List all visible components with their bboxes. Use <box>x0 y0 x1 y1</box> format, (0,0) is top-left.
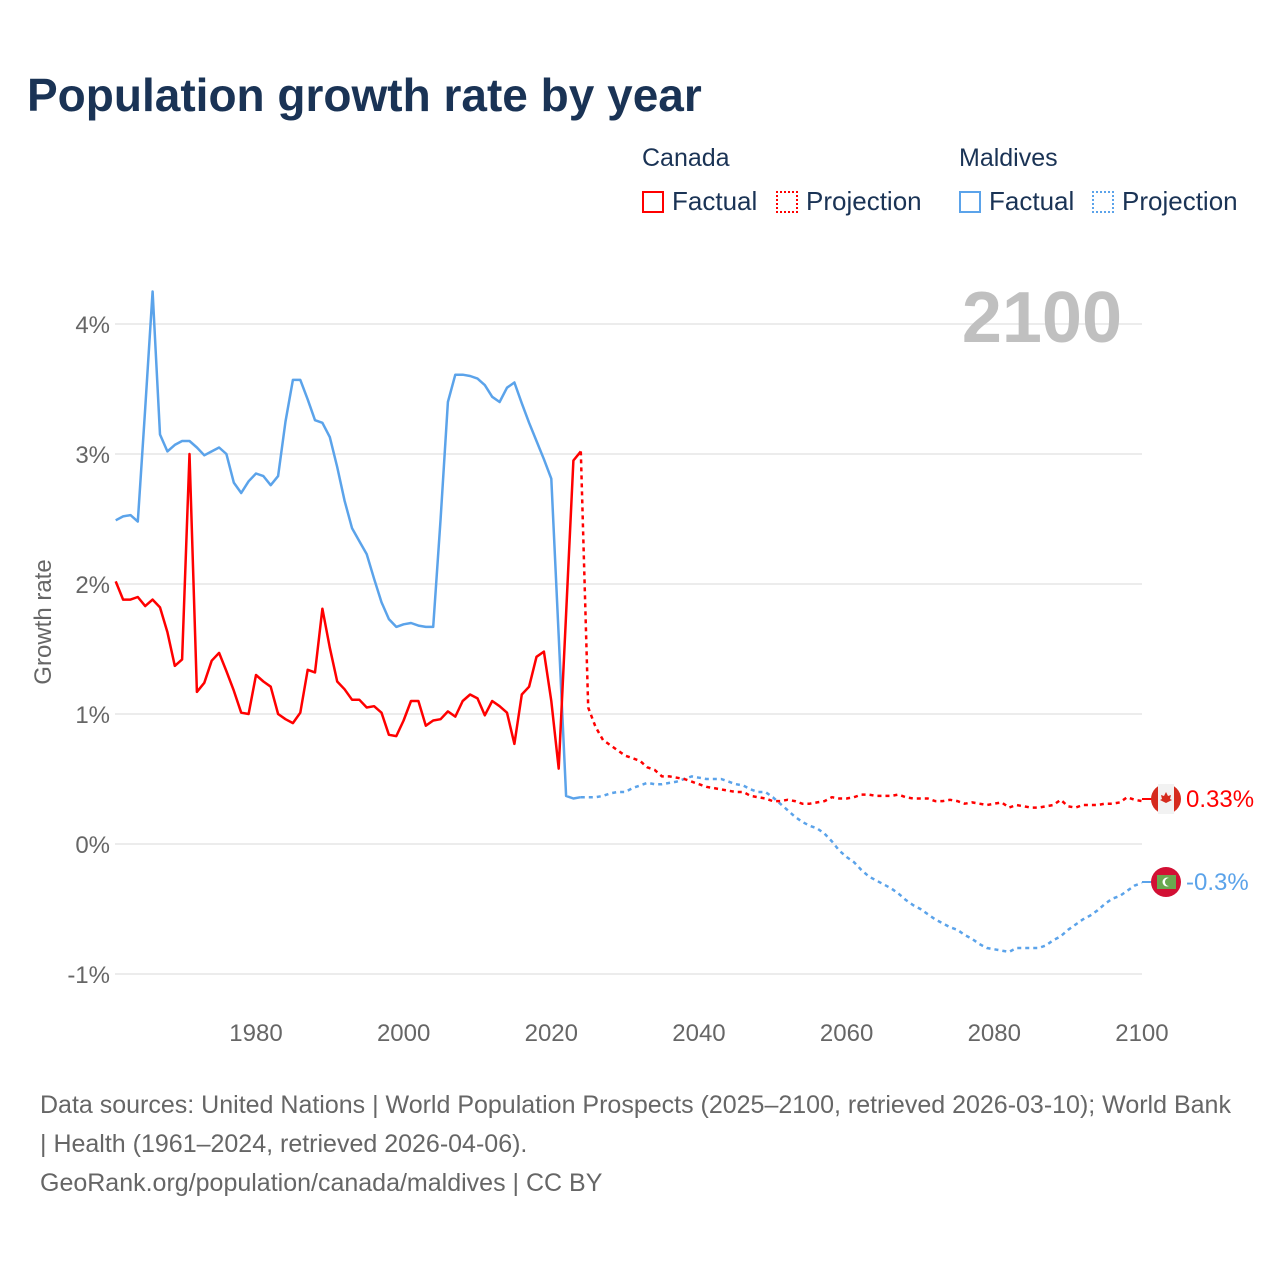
legend-label: Factual <box>672 186 758 216</box>
x-tick-label: 1980 <box>229 1020 282 1047</box>
legend-group-canada: Canada <box>642 144 730 172</box>
x-tick-label: 2020 <box>525 1020 578 1047</box>
legend-canada-factual[interactable]: Factual <box>642 186 757 217</box>
legend-group-maldives: Maldives <box>959 144 1058 172</box>
legend-swatch-solid <box>642 190 664 213</box>
x-tick-label: 2040 <box>672 1020 725 1047</box>
y-tick-label: 2% <box>75 572 110 599</box>
canada-factual-line <box>114 450 582 770</box>
maldives-end-value: -0.3% <box>1186 869 1249 896</box>
canada-projection-line <box>579 451 1143 809</box>
canada-flag-icon <box>1151 784 1181 814</box>
maldives-factual-line <box>115 290 582 800</box>
x-tick-label: 2100 <box>1115 1020 1168 1047</box>
legend-swatch-solid <box>959 190 981 213</box>
y-tick-label: 1% <box>75 702 110 729</box>
legend-maldives-factual[interactable]: Factual <box>959 186 1074 217</box>
maldives-flag-icon <box>1151 867 1181 897</box>
y-tick-label: 0% <box>75 832 110 859</box>
x-tick-label: 2000 <box>377 1020 430 1047</box>
canada-end-value: 0.33% <box>1186 786 1254 813</box>
maldives-projection-line <box>580 775 1143 954</box>
legend-maldives-projection[interactable]: Projection <box>1092 186 1238 217</box>
legend-canada-projection[interactable]: Projection <box>776 186 922 217</box>
x-tick-label: 2080 <box>968 1020 1021 1047</box>
source-link[interactable]: GeoRank.org/population/canada/maldives |… <box>40 1169 603 1197</box>
y-tick-label: 3% <box>75 442 110 469</box>
y-axis-label: Growth rate <box>30 559 57 684</box>
legend-label: Projection <box>1122 186 1238 216</box>
legend-label: Factual <box>989 186 1075 216</box>
legend-swatch-dotted <box>776 190 798 213</box>
legend-label: Projection <box>806 186 922 216</box>
x-tick-label: 2060 <box>820 1020 873 1047</box>
current-year-display: 2100 <box>962 278 1122 358</box>
y-tick-label: -1% <box>67 962 110 989</box>
legend-swatch-dotted <box>1092 190 1114 213</box>
y-tick-label: 4% <box>75 312 110 339</box>
chart-title: Population growth rate by year <box>27 69 702 121</box>
data-sources-note: Data sources: United Nations | World Pop… <box>40 1091 1231 1158</box>
